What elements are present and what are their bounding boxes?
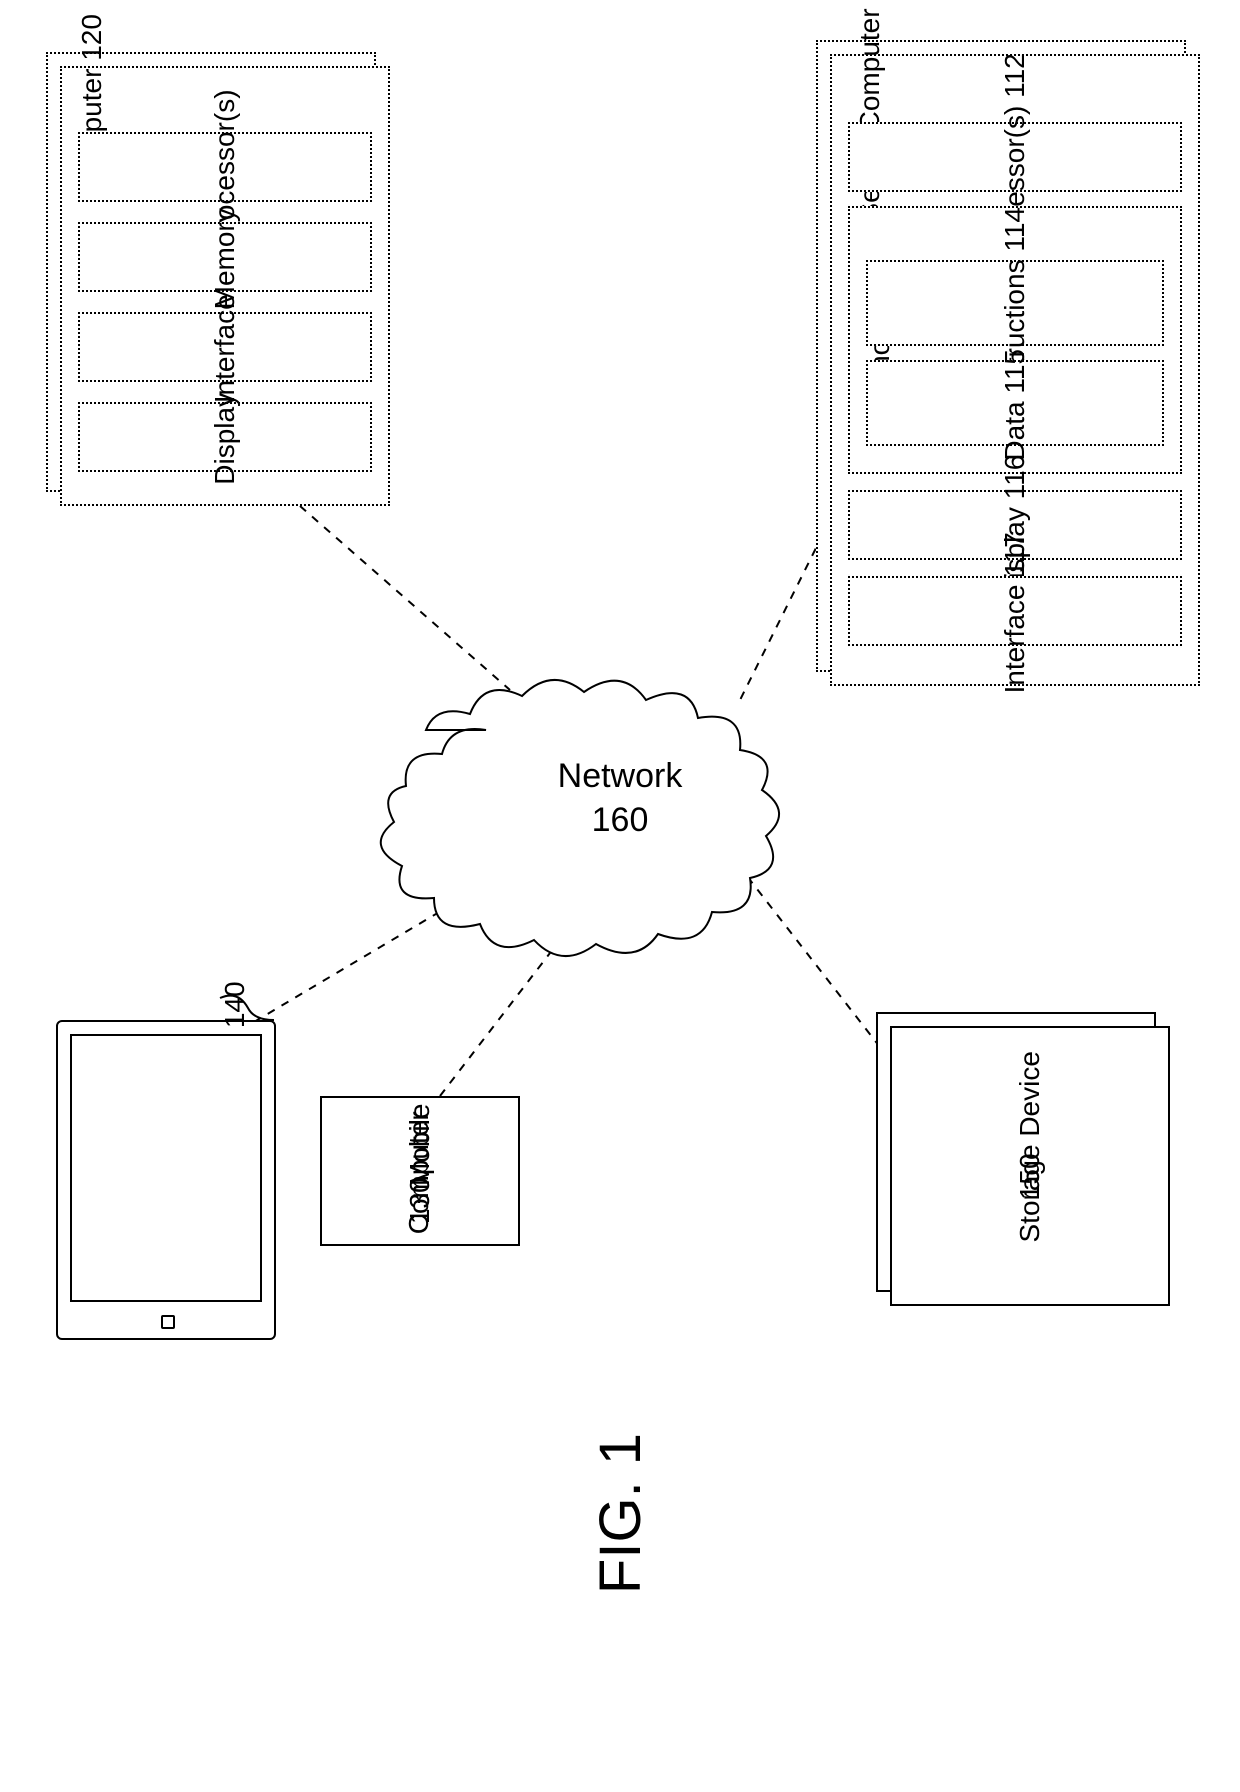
figure-label: FIG. 1 bbox=[587, 1433, 654, 1594]
tablet-140-screen bbox=[70, 1034, 262, 1302]
network-label-line2: 160 bbox=[540, 800, 700, 841]
tablet-140-label: 140 bbox=[218, 960, 252, 1050]
tablet-140-home-button bbox=[161, 1315, 175, 1329]
diagram-canvas: Network 160 Computer 120 Processor(s) Me… bbox=[0, 0, 1240, 1792]
network-label-line1: Network bbox=[540, 756, 700, 797]
server-110-interface-label: Interface 117 bbox=[998, 518, 1032, 708]
computer-120-row-3-label: Display bbox=[208, 354, 242, 524]
mobile-130-line3: 130 bbox=[403, 1151, 437, 1251]
server-110-title: Server Computer 110 bbox=[853, 0, 887, 239]
storage-150-line2: 150 bbox=[1013, 1127, 1047, 1227]
